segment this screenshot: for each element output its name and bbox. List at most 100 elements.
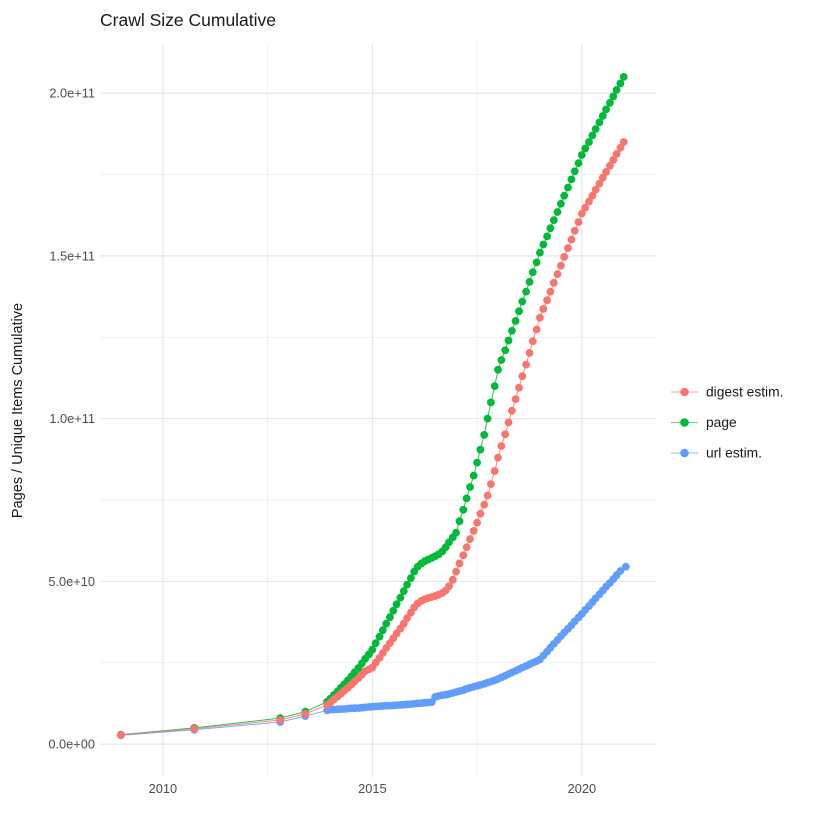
data-point bbox=[595, 179, 604, 188]
data-point bbox=[570, 167, 579, 176]
data-point bbox=[577, 151, 586, 159]
data-point bbox=[588, 191, 597, 200]
data-point bbox=[588, 131, 597, 140]
data-point bbox=[452, 528, 460, 537]
data-point bbox=[483, 414, 492, 423]
data-point bbox=[494, 365, 502, 374]
data-point bbox=[466, 535, 474, 543]
data-point bbox=[508, 406, 516, 415]
data-point bbox=[560, 191, 569, 200]
data-point bbox=[532, 325, 541, 334]
data-point bbox=[480, 500, 489, 509]
data-point bbox=[585, 197, 593, 206]
data-point bbox=[487, 398, 495, 407]
data-point bbox=[407, 574, 415, 582]
y-tick-label: 0.0e+00 bbox=[48, 737, 95, 752]
legend-key-dot bbox=[680, 448, 689, 458]
data-point bbox=[462, 494, 471, 503]
data-point bbox=[511, 395, 520, 403]
data-point bbox=[564, 183, 572, 192]
data-point bbox=[546, 287, 555, 296]
data-point bbox=[494, 453, 502, 462]
data-point bbox=[591, 125, 600, 133]
legend-label: url estim. bbox=[706, 446, 762, 461]
data-point bbox=[455, 517, 464, 526]
data-point bbox=[375, 632, 384, 641]
data-point bbox=[497, 442, 506, 450]
data-point bbox=[549, 216, 558, 225]
data-point bbox=[557, 199, 565, 208]
legend-entry: digest estim. bbox=[671, 385, 783, 400]
data-point bbox=[371, 639, 380, 648]
data-point bbox=[459, 551, 468, 560]
data-point bbox=[399, 587, 408, 595]
data-point bbox=[616, 143, 625, 152]
data-point bbox=[591, 185, 600, 194]
data-point bbox=[522, 360, 530, 369]
data-series-layer bbox=[117, 73, 630, 740]
legend-key-dot bbox=[680, 387, 689, 397]
data-point bbox=[515, 307, 523, 316]
data-point bbox=[504, 418, 513, 427]
data-point bbox=[497, 356, 506, 364]
data-point bbox=[501, 346, 510, 355]
data-point bbox=[480, 431, 489, 439]
data-point bbox=[276, 716, 285, 724]
data-point bbox=[469, 527, 478, 535]
data-point bbox=[515, 383, 523, 392]
data-point bbox=[389, 606, 398, 615]
data-point bbox=[396, 593, 405, 602]
data-point bbox=[570, 226, 579, 235]
data-point bbox=[557, 261, 565, 270]
data-point bbox=[483, 491, 492, 500]
data-point bbox=[301, 710, 310, 718]
legend-key-dot bbox=[680, 418, 689, 427]
data-point bbox=[490, 382, 499, 390]
data-point bbox=[609, 156, 618, 164]
data-point bbox=[528, 337, 537, 346]
x-tick-label: 2010 bbox=[149, 781, 177, 796]
chart-title: Crawl Size Cumulative bbox=[100, 10, 276, 30]
data-point bbox=[448, 575, 457, 584]
data-point bbox=[501, 430, 510, 439]
gridlines bbox=[100, 44, 656, 777]
data-point bbox=[522, 287, 530, 296]
legend-entry: url estim. bbox=[671, 446, 762, 461]
y-axis-tick-labels: 0.0e+00 5.0e+10 1.0e+11 1.5e+11 2.0e+11 bbox=[48, 86, 95, 752]
data-point bbox=[525, 349, 534, 357]
data-point bbox=[581, 203, 590, 212]
x-tick-label: 2020 bbox=[568, 781, 596, 796]
data-point bbox=[577, 209, 586, 218]
data-point bbox=[476, 509, 485, 518]
data-point bbox=[574, 159, 583, 168]
y-tick-label: 5.0e+10 bbox=[48, 574, 95, 589]
data-point bbox=[518, 372, 527, 381]
data-point bbox=[606, 99, 614, 107]
data-point bbox=[469, 471, 478, 480]
legend-label: digest estim. bbox=[706, 385, 783, 400]
legend: digest estim. page url estim. bbox=[671, 385, 783, 461]
data-point bbox=[473, 458, 481, 467]
data-point bbox=[585, 138, 593, 146]
data-point bbox=[536, 248, 544, 257]
data-point bbox=[490, 467, 499, 475]
y-tick-label: 1.5e+11 bbox=[49, 248, 95, 263]
data-point bbox=[536, 313, 544, 322]
data-point bbox=[532, 258, 541, 267]
data-point bbox=[621, 562, 630, 571]
data-point bbox=[518, 297, 527, 306]
data-point bbox=[539, 305, 548, 313]
data-point bbox=[619, 138, 628, 146]
data-point bbox=[392, 600, 401, 609]
data-point bbox=[455, 559, 464, 568]
data-point bbox=[452, 567, 460, 576]
data-point bbox=[487, 480, 495, 488]
data-point bbox=[382, 619, 391, 628]
data-point bbox=[553, 208, 562, 216]
data-point bbox=[403, 614, 411, 623]
data-point bbox=[508, 326, 516, 335]
data-point bbox=[602, 105, 610, 114]
data-point bbox=[549, 279, 558, 287]
data-point bbox=[473, 518, 481, 527]
